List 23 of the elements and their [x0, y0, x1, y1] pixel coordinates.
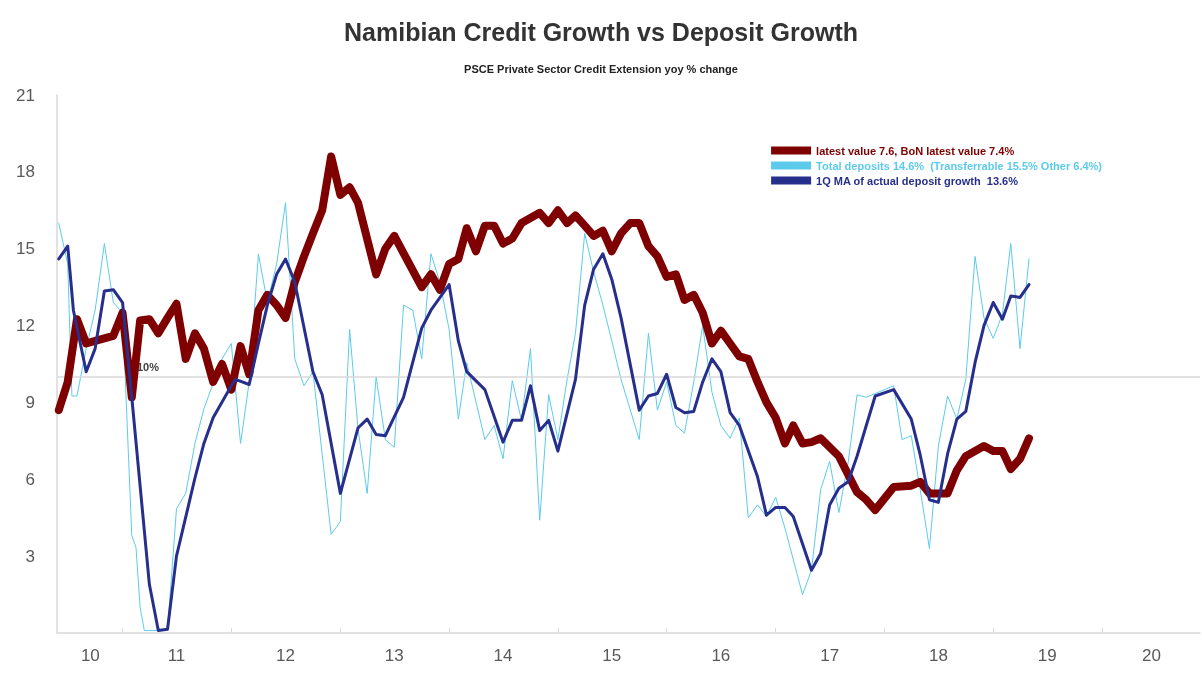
y-tick-label: 15 — [16, 239, 35, 259]
x-tick-label: 17 — [820, 646, 840, 665]
y-tick-label: 18 — [16, 162, 35, 182]
legend-label: 1Q MA of actual deposit growth 13.6% — [816, 174, 1019, 187]
legend-label: Total deposits 14.6% (Transferrable 15.5% Other 6.4%) — [816, 159, 1103, 172]
x-tick-label: 15 — [602, 646, 622, 665]
y-tick-label: 6 — [25, 469, 35, 489]
x-tick-label: 20 — [1141, 646, 1161, 665]
y-tick-label: 9 — [25, 392, 35, 412]
x-tick-label: 16 — [711, 646, 731, 665]
chart-subtitle: PSCE Private Sector Credit Extension yoy % change — [464, 62, 738, 75]
x-tick-label: 19 — [1037, 646, 1057, 665]
x-tick-label: 11 — [167, 646, 186, 665]
chart-title: Namibian Credit Growth vs Deposit Growth — [344, 17, 858, 46]
x-tick-label: 10 — [80, 646, 100, 665]
y-tick-label: 21 — [16, 85, 35, 105]
x-tick-label: 18 — [928, 646, 948, 665]
y-tick-label: 3 — [25, 546, 35, 566]
legend-label: latest value 7.6, BoN latest value 7.4% — [816, 144, 1015, 157]
y-tick-label: 12 — [16, 316, 35, 336]
x-tick-label: 14 — [493, 646, 513, 665]
x-tick-label: 12 — [276, 646, 295, 665]
x-tick-label: 13 — [384, 646, 404, 665]
